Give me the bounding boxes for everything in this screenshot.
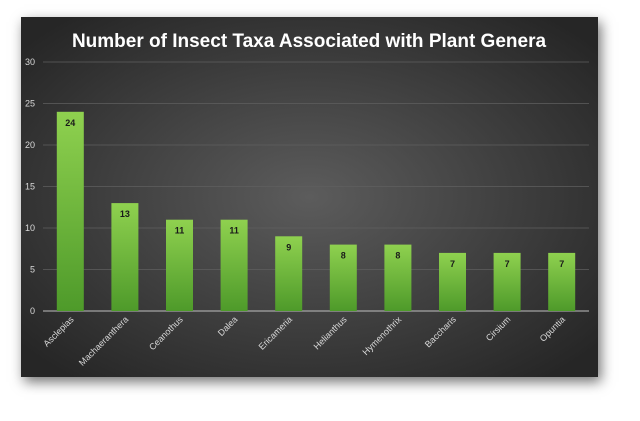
data-label-baccharis: 7 (450, 259, 455, 269)
data-label-machaeranthera: 13 (120, 209, 130, 219)
data-label-asclepias: 24 (65, 118, 75, 128)
data-label-ericameria: 9 (286, 242, 291, 252)
bar-dalea (220, 219, 248, 311)
chart-frame: Number of Insect Taxa Associated with Pl… (21, 17, 598, 377)
bar-ericameria (275, 236, 303, 311)
data-label-helianthus: 8 (341, 251, 346, 261)
bars (56, 111, 576, 311)
bar-cirsium (493, 252, 521, 311)
data-labels: 24 13 11 11 9 8 8 7 7 7 (65, 118, 564, 269)
bar-hymenothrix (384, 244, 412, 311)
chart-background (21, 17, 598, 377)
bar-ceanothus (166, 219, 193, 311)
y-tick-label: 5 (30, 265, 35, 275)
y-tick-label: 20 (25, 140, 35, 150)
data-label-opuntia: 7 (559, 259, 564, 269)
data-label-hymenothrix: 8 (395, 251, 400, 261)
bar-helianthus (329, 244, 357, 311)
bar-machaeranthera (111, 203, 139, 311)
y-tick-label: 10 (25, 223, 35, 233)
y-tick-label: 0 (30, 306, 35, 316)
y-tick-label: 25 (25, 99, 35, 109)
data-label-dalea: 11 (229, 226, 239, 236)
chart-title: Number of Insect Taxa Associated with Pl… (72, 31, 547, 52)
data-label-ceanothus: 11 (175, 226, 185, 236)
y-axis-ticks: 0 5 10 15 20 25 30 (25, 57, 35, 316)
bar-opuntia (548, 252, 576, 311)
y-tick-label: 15 (25, 182, 35, 192)
data-label-cirsium: 7 (505, 259, 510, 269)
y-tick-label: 30 (25, 57, 35, 67)
bar-asclepias (56, 111, 84, 311)
bar-chart: Number of Insect Taxa Associated with Pl… (21, 17, 598, 377)
bar-baccharis (439, 252, 466, 311)
